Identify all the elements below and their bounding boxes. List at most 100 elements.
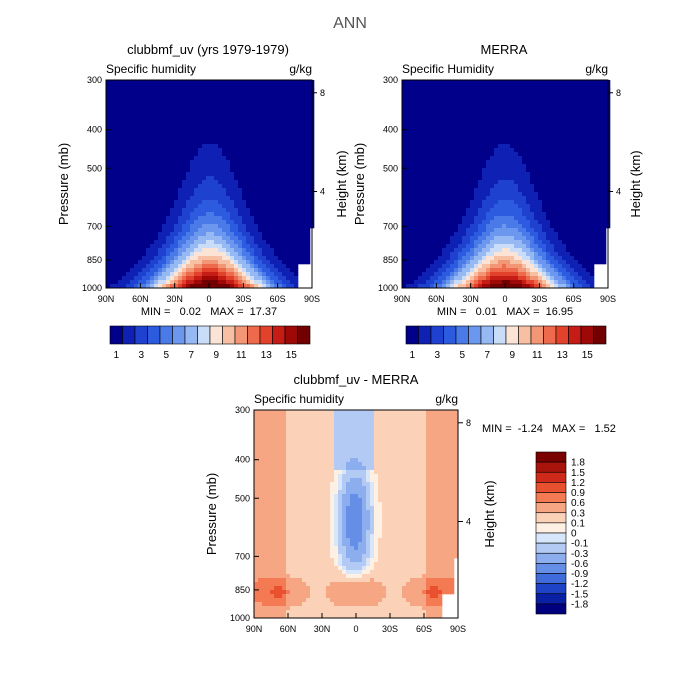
field-cell xyxy=(450,160,455,165)
field-cell xyxy=(238,260,243,265)
field-cell xyxy=(462,212,467,217)
field-cell xyxy=(214,108,219,113)
field-cell xyxy=(562,228,567,233)
field-cell xyxy=(266,168,271,173)
field-cell xyxy=(146,284,151,289)
field-cell xyxy=(230,192,235,197)
field-cell xyxy=(106,248,111,253)
field-cell xyxy=(278,236,283,241)
field-cell xyxy=(122,276,127,281)
field-cell xyxy=(122,220,127,225)
field-cell xyxy=(158,132,163,137)
field-cell xyxy=(602,96,607,101)
field-cell xyxy=(254,252,259,257)
field-cell xyxy=(150,100,155,105)
field-cell xyxy=(578,120,583,125)
field-cell xyxy=(582,224,587,229)
field-cell xyxy=(426,144,431,149)
field-cell xyxy=(586,168,591,173)
field-cell xyxy=(246,244,251,249)
field-cell xyxy=(242,136,247,141)
field-cell xyxy=(214,104,219,109)
field-cell xyxy=(558,88,563,93)
field-cell xyxy=(566,100,571,105)
field-cell xyxy=(118,260,123,265)
field-cell xyxy=(406,216,411,221)
field-cell xyxy=(222,236,227,241)
field-cell xyxy=(522,172,527,177)
field-cell xyxy=(594,176,599,181)
field-cell xyxy=(134,92,139,97)
field-cell xyxy=(598,212,603,217)
field-cell xyxy=(294,236,299,241)
field-cell xyxy=(422,116,427,121)
field-cell xyxy=(582,188,587,193)
field-cell xyxy=(530,124,535,129)
field-cell xyxy=(466,120,471,125)
field-cell xyxy=(490,88,495,93)
field-cell xyxy=(586,128,591,133)
field-cell xyxy=(182,148,187,153)
field-cell xyxy=(246,248,251,253)
field-cell xyxy=(170,228,175,233)
field-cell xyxy=(190,136,195,141)
field-cell xyxy=(586,112,591,117)
field-cell xyxy=(498,160,503,165)
field-cell xyxy=(522,140,527,145)
field-cell xyxy=(470,124,475,129)
field-cell xyxy=(550,188,555,193)
field-cell xyxy=(106,112,111,117)
field-cell xyxy=(574,148,579,153)
field-cell xyxy=(506,168,511,173)
field-cell xyxy=(506,172,511,177)
field-cell xyxy=(302,180,307,185)
field-cell xyxy=(242,96,247,101)
field-cell xyxy=(474,236,479,241)
field-cell xyxy=(562,112,567,117)
field-cell xyxy=(550,180,555,185)
field-cell xyxy=(546,204,551,209)
field-cell xyxy=(410,116,415,121)
field-cell xyxy=(298,96,303,101)
field-cell xyxy=(194,104,199,109)
field-cell xyxy=(506,200,511,205)
field-cell xyxy=(514,104,519,109)
field-cell xyxy=(422,232,427,237)
field-cell xyxy=(458,120,463,125)
field-cell xyxy=(282,100,287,105)
field-cell xyxy=(414,252,419,257)
field-cell xyxy=(238,120,243,125)
field-cell xyxy=(286,160,291,165)
field-cell xyxy=(530,84,535,89)
field-cell xyxy=(298,168,303,173)
field-cell xyxy=(274,228,279,233)
field-cell xyxy=(258,148,263,153)
field-cell xyxy=(426,84,431,89)
field-cell xyxy=(142,108,147,113)
field-cell xyxy=(110,252,115,257)
field-cell xyxy=(230,160,235,165)
field-cell xyxy=(138,236,143,241)
field-cell xyxy=(274,216,279,221)
field-cell xyxy=(518,148,523,153)
field-cell xyxy=(210,216,215,221)
field-cell xyxy=(578,172,583,177)
field-cell xyxy=(574,156,579,161)
field-cell xyxy=(258,116,263,121)
field-cell xyxy=(174,240,179,245)
field-cell xyxy=(414,192,419,197)
field-cell xyxy=(570,88,575,93)
field-cell xyxy=(110,148,115,153)
field-cell xyxy=(150,240,155,245)
field-cell xyxy=(254,184,259,189)
field-cell xyxy=(250,176,255,181)
field-cell xyxy=(510,108,515,113)
field-cell xyxy=(466,252,471,257)
field-cell xyxy=(454,80,459,85)
field-cell xyxy=(566,204,571,209)
field-cell xyxy=(522,208,527,213)
field-cell xyxy=(418,168,423,173)
field-cell xyxy=(186,216,191,221)
field-cell xyxy=(198,84,203,89)
field-cell xyxy=(186,164,191,169)
